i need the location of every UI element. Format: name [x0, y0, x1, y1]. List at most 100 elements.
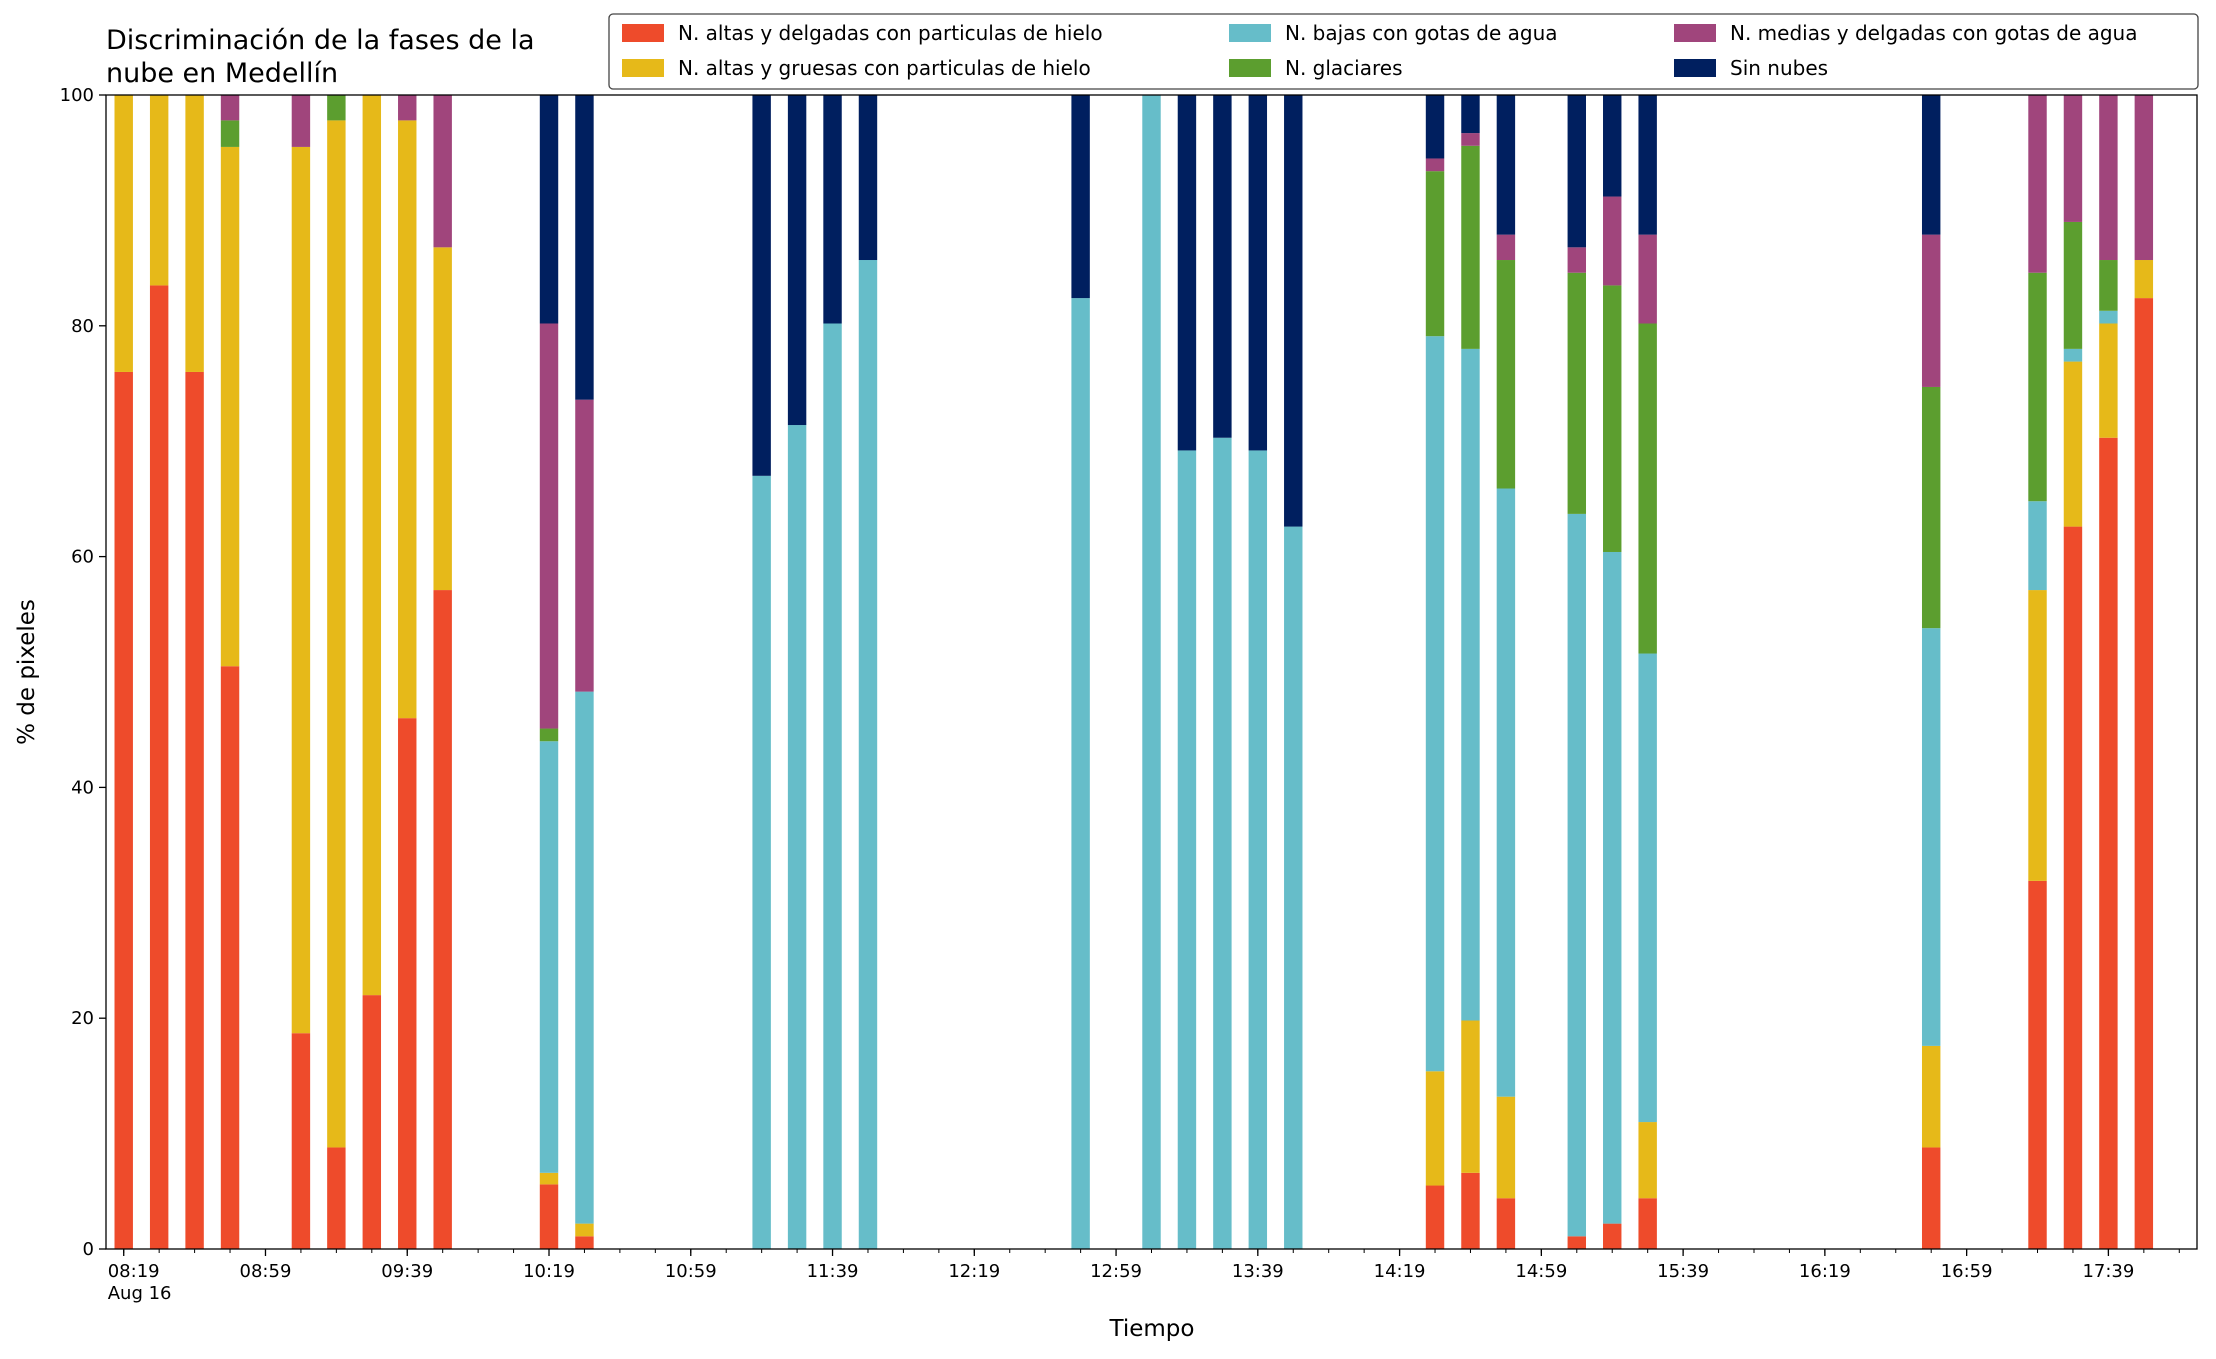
bar-segment — [398, 95, 417, 121]
bar-segment — [185, 95, 204, 372]
bar-segment — [1638, 234, 1657, 324]
bar-segment — [327, 1147, 346, 1249]
bar-segment — [1603, 1223, 1622, 1249]
bar-segment — [1496, 260, 1516, 489]
y-tick-label: 80 — [71, 316, 94, 337]
bar-segment — [1638, 1198, 1657, 1249]
bar-segment — [1425, 171, 1445, 337]
x-tick-label: 16:19 — [1799, 1261, 1851, 1282]
x-tick-label: 11:39 — [807, 1261, 859, 1282]
bar-segment — [2099, 437, 2118, 1249]
bar-segment — [2099, 95, 2118, 261]
bar-segment — [1461, 145, 1480, 349]
bar-segment — [1921, 234, 1941, 387]
bar-segment — [291, 146, 311, 1034]
bar-segment — [539, 728, 559, 742]
bar-segment — [858, 95, 878, 261]
bar-segment — [291, 1033, 311, 1249]
bar-segment — [2028, 880, 2047, 1249]
y-axis-label: % de pixeles — [14, 599, 40, 745]
chart-title: nube en Medellín — [106, 58, 338, 89]
bar-segment — [433, 247, 452, 591]
legend-swatch — [1674, 24, 1716, 42]
bar-segment — [575, 399, 594, 692]
bar-segment — [1284, 526, 1303, 1249]
legend-label: N. bajas con gotas de agua — [1285, 21, 1558, 45]
y-tick-label: 40 — [71, 777, 94, 798]
legend-label: Sin nubes — [1730, 56, 1828, 80]
bar-segment — [1496, 1096, 1516, 1199]
bar-segment — [1496, 234, 1516, 261]
bar-segment — [1603, 196, 1622, 286]
x-tick-label: 14:19 — [1374, 1261, 1426, 1282]
x-tick-label: 12:19 — [948, 1261, 1000, 1282]
bar-segment — [823, 95, 842, 324]
bar-segment — [2028, 272, 2047, 502]
bar-segment — [2099, 260, 2118, 311]
bar-segment — [1461, 95, 1480, 134]
bar-segment — [1248, 450, 1268, 1249]
x-tick-label: 08:19 — [108, 1261, 160, 1282]
legend-swatch — [1674, 59, 1716, 77]
legend-label: N. medias y delgadas con gotas de agua — [1730, 21, 2138, 45]
bar-segment — [1177, 95, 1197, 451]
bar-segment — [1603, 551, 1622, 1224]
x-tick-label: 13:39 — [1232, 1261, 1284, 1282]
bar-segment — [2063, 348, 2083, 362]
legend: N. altas y delgadas con particulas de hi… — [608, 13, 2199, 90]
bar-segment — [2063, 221, 2083, 349]
bar-segment — [1567, 272, 1587, 514]
bar-segment — [1567, 1236, 1587, 1249]
bar-segment — [1425, 158, 1445, 172]
bar-segment — [575, 1223, 594, 1237]
bar-segment — [2063, 95, 2083, 222]
y-tick-label: 100 — [60, 85, 94, 106]
bar-segment — [2063, 526, 2083, 1249]
bar-segment — [1248, 95, 1268, 451]
bar-segment — [185, 371, 204, 1250]
bar-segment — [1496, 1198, 1516, 1249]
bar-segment — [2099, 323, 2118, 438]
bar-segment — [787, 425, 807, 1249]
bar-segment — [2134, 95, 2154, 261]
bar-segment — [2134, 260, 2154, 299]
bar-segment — [575, 1236, 594, 1249]
chart-title: Discriminación de la fases de la — [106, 25, 535, 56]
bar-segment — [539, 1184, 559, 1249]
bar-segment — [539, 323, 559, 729]
legend-label: N. altas y gruesas con particulas de hie… — [678, 56, 1091, 80]
y-tick-label: 20 — [71, 1008, 94, 1029]
x-tick-label: 10:19 — [523, 1261, 575, 1282]
bar-segment — [1284, 95, 1303, 527]
legend-label: N. altas y delgadas con particulas de hi… — [678, 21, 1103, 45]
x-tick-label: 09:39 — [381, 1261, 433, 1282]
bar-segment — [1461, 1172, 1480, 1249]
legend-swatch — [622, 24, 664, 42]
bar-segment — [2099, 310, 2118, 324]
bar-segment — [1461, 1020, 1480, 1173]
x-tick-label: 15:39 — [1657, 1261, 1709, 1282]
bar-segment — [327, 120, 346, 1148]
bar-segment — [1603, 285, 1622, 552]
bar-segment — [1921, 1147, 1941, 1249]
bar-segment — [575, 95, 594, 400]
bar-segment — [787, 95, 807, 426]
x-tick-label: 16:59 — [1941, 1261, 1993, 1282]
x-tick-label: 17:39 — [2082, 1261, 2134, 1282]
x-tick-label: 10:59 — [665, 1261, 717, 1282]
bar-segment — [1567, 513, 1587, 1237]
bar-segment — [433, 590, 452, 1249]
x-axis-label: Tiempo — [1109, 1316, 1195, 1342]
bar-segment — [2028, 590, 2047, 881]
bar-segment — [149, 285, 169, 1249]
bar-segment — [752, 475, 771, 1249]
legend-label: N. glaciares — [1285, 56, 1403, 80]
y-tick-label: 0 — [83, 1239, 94, 1260]
bar-segment — [858, 260, 878, 1250]
bar-segment — [1071, 95, 1090, 299]
bar-segment — [362, 995, 382, 1249]
x-tick-label: 14:59 — [1515, 1261, 1567, 1282]
bar-segment — [1142, 95, 1161, 1249]
bar-segment — [1638, 653, 1657, 1123]
